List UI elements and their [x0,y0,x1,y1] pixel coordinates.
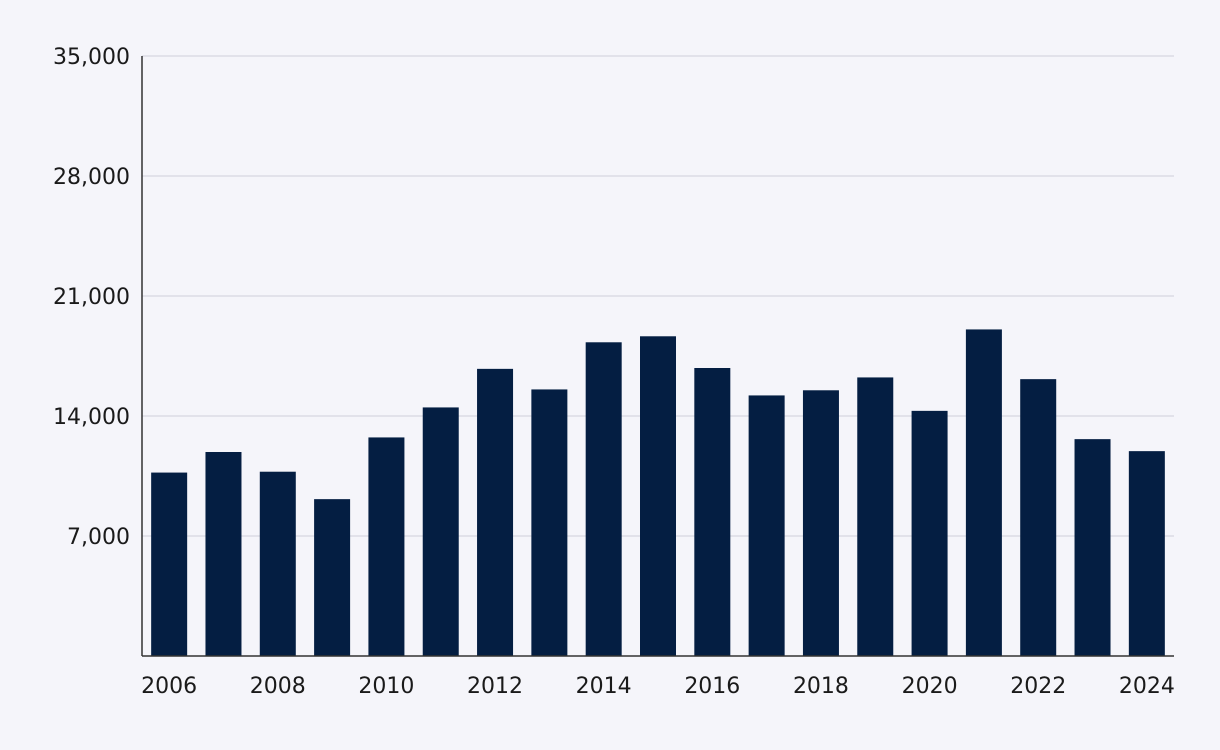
x-tick-label: 2022 [1010,674,1066,699]
bar-2018 [802,390,839,656]
bar-2024 [1128,451,1165,656]
x-tick-label: 2024 [1119,674,1175,699]
bar-2023 [1074,439,1111,656]
bar-2006 [151,472,188,656]
bar-2021 [965,329,1002,656]
bar-2007 [205,452,242,656]
y-tick-label: 14,000 [53,405,130,430]
gridlines [142,55,1174,537]
y-tick-label: 28,000 [53,165,130,190]
bars [151,329,1165,656]
y-tick-label: 21,000 [53,285,130,310]
bar-2015 [640,336,676,656]
bar-2022 [1020,379,1057,656]
bar-2011 [422,407,459,656]
axes [141,56,1174,657]
x-axis-tick-labels: 2006 2008 2010 2012 2014 2016 2018 2020 2022 2024 [141,674,1175,699]
bar-2010 [368,437,405,656]
y-axis-tick-labels: 7,000 14,000 21,000 28,000 35,000 [53,45,130,550]
bar-2012 [477,368,514,656]
x-tick-label: 2020 [902,674,958,699]
bar-2016 [694,368,731,656]
x-tick-label: 2016 [684,674,740,699]
x-tick-label: 2014 [576,674,632,699]
bar-2013 [531,389,568,656]
bar-2014 [585,342,622,656]
x-tick-label: 2018 [793,674,849,699]
x-tick-label: 2006 [141,674,197,699]
bar-2019 [857,377,894,656]
y-tick-label: 35,000 [53,45,130,70]
x-tick-label: 2008 [250,674,306,699]
bar-2008 [259,471,296,656]
bar-2020 [911,410,948,656]
bar-2009 [314,499,351,656]
bar-2017 [748,395,785,656]
x-tick-label: 2012 [467,674,523,699]
x-tick-label: 2010 [358,674,414,699]
y-tick-label: 7,000 [67,525,130,550]
